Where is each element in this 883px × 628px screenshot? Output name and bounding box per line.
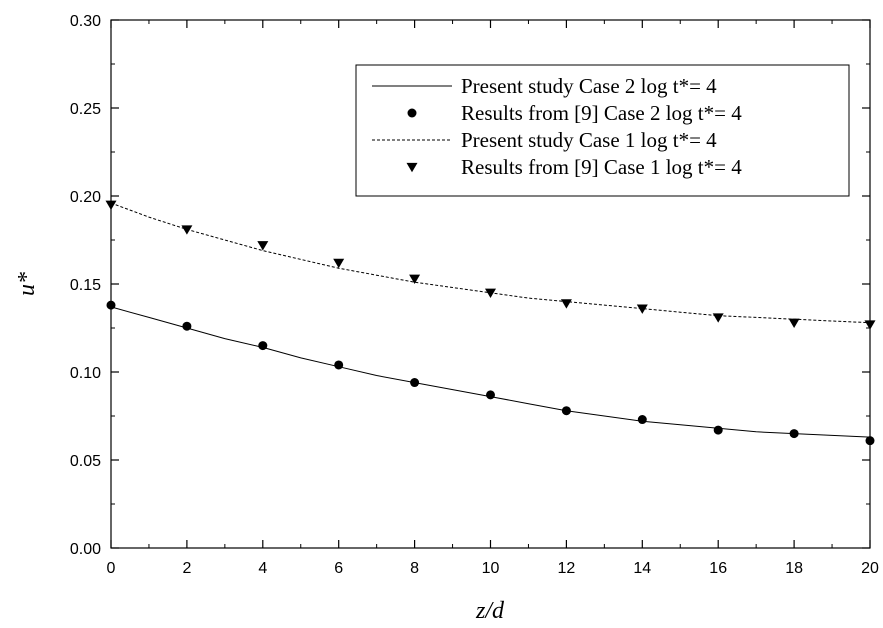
data-point bbox=[789, 319, 800, 328]
y-tick-label: 0.15 bbox=[70, 277, 101, 294]
x-tick-label: 20 bbox=[861, 560, 879, 577]
x-tick-label: 4 bbox=[258, 560, 267, 577]
legend-label: Results from [9] Case 1 log t*= 4 bbox=[461, 155, 742, 179]
x-tick-label: 14 bbox=[633, 560, 651, 577]
data-point bbox=[485, 289, 496, 298]
x-tick-label: 8 bbox=[410, 560, 419, 577]
legend-label: Results from [9] Case 2 log t*= 4 bbox=[461, 101, 742, 125]
data-point bbox=[182, 322, 191, 331]
data-point bbox=[181, 225, 192, 234]
x-tick-label: 10 bbox=[482, 560, 500, 577]
y-tick-label: 0.05 bbox=[70, 453, 101, 470]
data-point bbox=[258, 341, 267, 350]
x-tick-label: 16 bbox=[709, 560, 727, 577]
y-tick-label: 0.10 bbox=[70, 365, 101, 382]
data-point bbox=[107, 301, 116, 310]
data-point bbox=[561, 299, 572, 308]
x-tick-label: 12 bbox=[558, 560, 576, 577]
y-tick-label: 0.25 bbox=[70, 101, 101, 118]
y-tick-label: 0.30 bbox=[70, 13, 101, 30]
data-point bbox=[333, 259, 344, 268]
data-point bbox=[409, 275, 420, 284]
x-tick-label: 18 bbox=[785, 560, 803, 577]
x-axis-title: z/d bbox=[475, 598, 505, 624]
data-point bbox=[410, 378, 419, 387]
data-point bbox=[866, 436, 875, 445]
series-lines bbox=[111, 203, 870, 437]
series-line-3 bbox=[111, 203, 870, 323]
series-line-1 bbox=[111, 307, 870, 437]
data-point bbox=[486, 390, 495, 399]
data-point bbox=[714, 426, 723, 435]
data-point bbox=[334, 360, 343, 369]
data-point bbox=[790, 429, 799, 438]
data-point bbox=[638, 415, 647, 424]
y-axis-title: u* bbox=[14, 272, 40, 296]
x-tick-label: 0 bbox=[107, 560, 116, 577]
y-tick-label: 0.20 bbox=[70, 189, 101, 206]
x-tick-label: 2 bbox=[182, 560, 191, 577]
y-tick-label: 0.00 bbox=[70, 541, 101, 558]
data-point bbox=[562, 406, 571, 415]
data-point bbox=[106, 201, 117, 210]
x-tick-label: 6 bbox=[334, 560, 343, 577]
series-markers bbox=[106, 201, 876, 445]
data-point bbox=[713, 313, 724, 322]
legend-symbol bbox=[408, 109, 417, 118]
legend-label: Present study Case 2 log t*= 4 bbox=[461, 74, 717, 98]
legend: Present study Case 2 log t*= 4 Results fr… bbox=[356, 65, 849, 196]
legend-label: Present study Case 1 log t*= 4 bbox=[461, 128, 717, 152]
